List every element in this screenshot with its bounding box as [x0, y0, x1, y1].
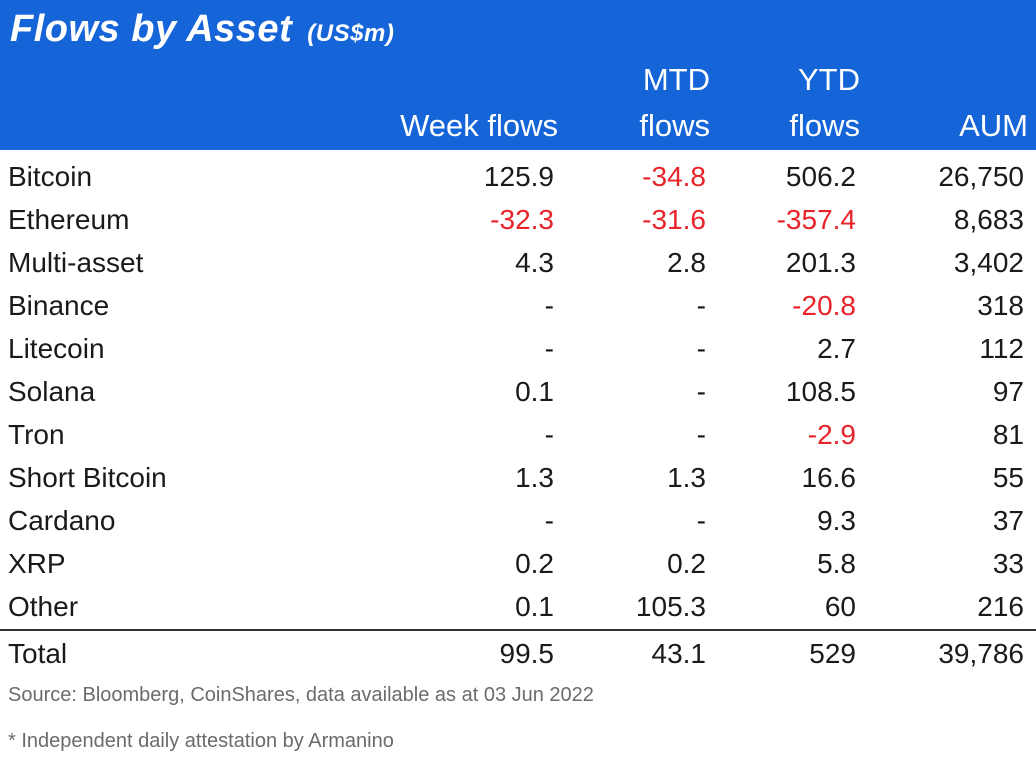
cell-aum: 3,402	[953, 247, 1024, 278]
cell-aum: 216	[977, 591, 1024, 622]
cell-ytd-flows: -2.9	[807, 419, 856, 450]
cell-week-flows: 1.3	[515, 462, 554, 493]
cell-week-flows: 125.9	[483, 161, 554, 192]
cell-week-flows: 0.2	[515, 548, 554, 579]
cell-aum: 81	[992, 419, 1024, 450]
table-row: Short Bitcoin 1.3 1.3 16.6 55	[0, 456, 1036, 499]
cell-ytd-flows: 201.3	[785, 247, 856, 278]
col-header-mtd-line1: MTD	[642, 62, 710, 97]
table-row: Litecoin - - 2.7 112	[0, 327, 1036, 370]
col-header-week-flows: Week flows	[400, 108, 558, 143]
row-asset-name: Tron	[8, 419, 65, 450]
cell-ytd-flows: 16.6	[801, 462, 857, 493]
cell-week-flows: 0.1	[515, 591, 554, 622]
total-mtd-flows: 43.1	[651, 638, 707, 669]
col-header-ytd-line1: YTD	[798, 62, 860, 97]
cell-aum: 55	[992, 462, 1024, 493]
cell-week-flows: -	[544, 419, 554, 450]
table-row: Multi-asset 4.3 2.8 201.3 3,402	[0, 241, 1036, 284]
title-text: Flows by Asset	[10, 8, 293, 50]
cell-aum: 112	[979, 333, 1024, 364]
total-week-flows: 99.5	[499, 638, 555, 669]
row-asset-name: Ethereum	[8, 204, 130, 235]
table-row: Cardano - - 9.3 37	[0, 499, 1036, 542]
table-header: Flows by Asset (US$m) Week flows MTD flo…	[0, 0, 1036, 150]
total-label: Total	[8, 638, 68, 669]
table-row: Bitcoin 125.9 -34.8 506.2 26,750	[0, 155, 1036, 198]
cell-mtd-flows: -	[696, 376, 706, 407]
cell-mtd-flows: -	[696, 333, 706, 364]
col-header-aum: AUM	[959, 108, 1028, 143]
cell-ytd-flows: 5.8	[817, 548, 856, 579]
source-note: Source: Bloomberg, CoinShares, data avai…	[8, 684, 594, 706]
table-row: Other 0.1 105.3 60 216	[0, 585, 1036, 628]
cell-ytd-flows: 60	[824, 591, 856, 622]
cell-mtd-flows: -31.6	[642, 204, 706, 235]
row-asset-name: Binance	[8, 290, 110, 321]
cell-mtd-flows: 0.2	[667, 548, 706, 579]
total-ytd-flows: 529	[809, 638, 856, 669]
cell-aum: 318	[977, 290, 1024, 321]
cell-ytd-flows: -357.4	[776, 204, 856, 235]
row-asset-name: Cardano	[8, 505, 116, 536]
cell-week-flows: 4.3	[515, 247, 554, 278]
cell-ytd-flows: 108.5	[785, 376, 856, 407]
cell-aum: 33	[992, 548, 1024, 579]
row-asset-name: XRP	[8, 548, 66, 579]
cell-aum: 26,750	[938, 161, 1024, 192]
table-row: Tron - - -2.9 81	[0, 413, 1036, 456]
total-aum: 39,786	[938, 638, 1024, 669]
total-row: Total 99.5 43.1 529 39,786	[0, 632, 1036, 675]
cell-aum: 8,683	[953, 204, 1024, 235]
cell-week-flows: -32.3	[490, 204, 554, 235]
cell-mtd-flows: -	[696, 290, 706, 321]
footnote: * Independent daily attestation by Arman…	[8, 730, 394, 752]
row-asset-name: Solana	[8, 376, 96, 407]
row-asset-name: Other	[8, 591, 79, 622]
row-asset-name: Short Bitcoin	[8, 462, 167, 493]
table-row: XRP 0.2 0.2 5.8 33	[0, 542, 1036, 585]
table-row: Solana 0.1 - 108.5 97	[0, 370, 1036, 413]
table-title: Flows by Asset (US$m)	[10, 8, 394, 51]
cell-aum: 37	[992, 505, 1024, 536]
title-unit: (US$m)	[307, 20, 395, 47]
row-asset-name: Litecoin	[8, 333, 105, 364]
cell-mtd-flows: -	[696, 505, 706, 536]
cell-week-flows: -	[544, 505, 554, 536]
cell-mtd-flows: 2.8	[667, 247, 706, 278]
cell-ytd-flows: -20.8	[792, 290, 856, 321]
cell-week-flows: -	[544, 290, 554, 321]
table-row: Ethereum -32.3 -31.6 -357.4 8,683	[0, 198, 1036, 241]
col-header-ytd-line2: flows	[789, 108, 860, 143]
cell-mtd-flows: -34.8	[642, 161, 706, 192]
cell-aum: 97	[992, 376, 1024, 407]
cell-mtd-flows: 105.3	[635, 591, 706, 622]
total-divider	[0, 629, 1036, 631]
cell-week-flows: -	[544, 333, 554, 364]
cell-ytd-flows: 506.2	[785, 161, 856, 192]
row-asset-name: Multi-asset	[8, 247, 144, 278]
cell-mtd-flows: -	[696, 419, 706, 450]
row-asset-name: Bitcoin	[8, 161, 93, 192]
table-body: Bitcoin 125.9 -34.8 506.2 26,750 Ethereum -32.…	[0, 155, 1036, 628]
cell-week-flows: 0.1	[515, 376, 554, 407]
cell-ytd-flows: 2.7	[817, 333, 856, 364]
cell-mtd-flows: 1.3	[667, 462, 706, 493]
cell-ytd-flows: 9.3	[817, 505, 856, 536]
table-row: Binance - - -20.8 318	[0, 284, 1036, 327]
col-header-mtd-line2: flows	[639, 108, 710, 143]
